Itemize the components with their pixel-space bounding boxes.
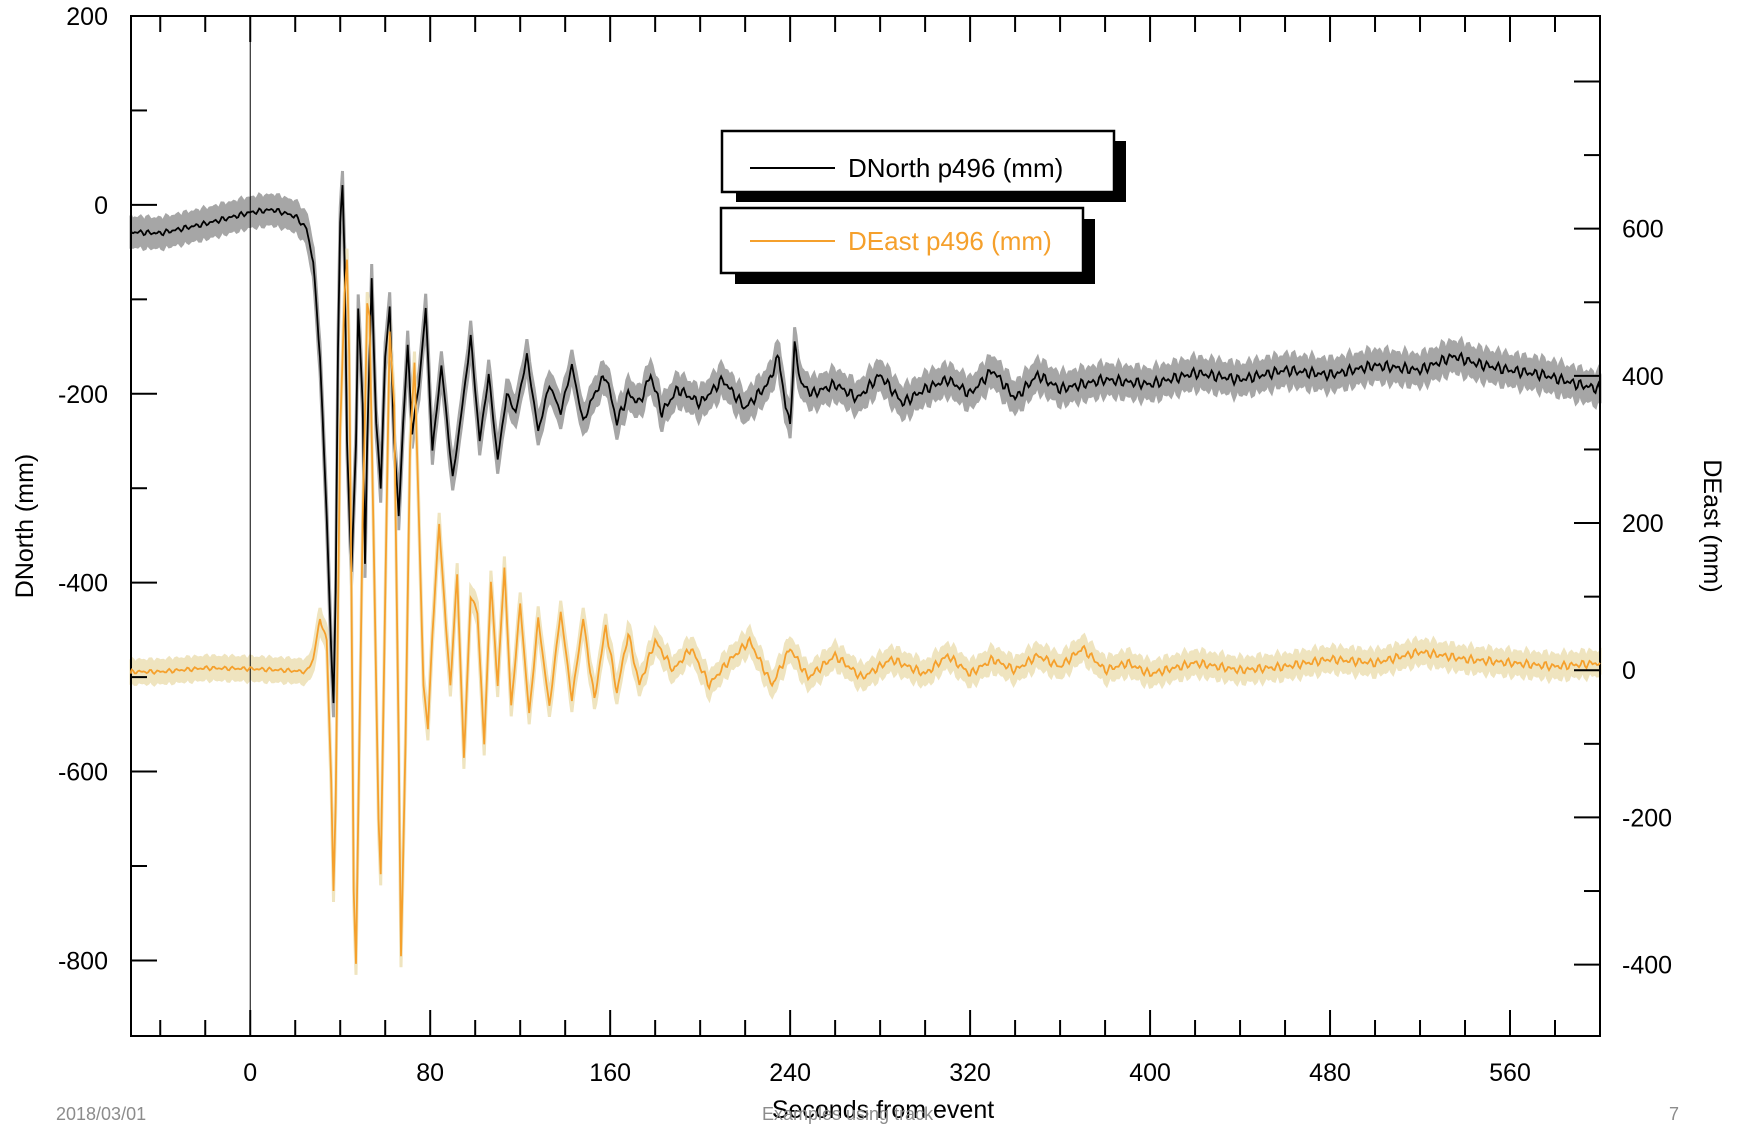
x-tick-label: 80 [416,1059,444,1087]
y-left-tick-label: -400 [58,570,108,598]
footer-center: Examples using track [762,1104,934,1124]
plot-border [130,15,1601,1037]
legend-dnorth: DNorth p496 (mm) [720,129,1126,202]
plot-frame [130,15,1601,1037]
legend-dnorth-label: DNorth p496 (mm) [848,153,1063,183]
y-left-tick-label: -600 [58,759,108,787]
y-right-tick-label: 600 [1622,216,1664,244]
x-tick-label: 240 [769,1059,811,1087]
footer-date: 2018/03/01 [56,1104,147,1124]
y-right-tick-label: 0 [1622,657,1636,685]
series-line-dnorth [130,185,1601,704]
y-left-tick-label: -200 [58,381,108,409]
y-left-tick-label: -800 [58,947,108,975]
x-tick-label: 0 [243,1059,257,1087]
tick-labels: 0 80 160 240 320 400 480 560 200 0 -200 -400 -600 -80… [58,3,1672,1087]
left-axis-title: DNorth (mm) [11,454,39,598]
y-right-tick-label: 200 [1622,510,1664,538]
axis-ticks [131,15,1601,1036]
right-axis-title: DEast (mm) [1698,459,1726,592]
y-right-tick-label: -200 [1622,804,1672,832]
legend-deast: DEast p496 (mm) [719,206,1095,284]
y-right-tick-label: -400 [1622,952,1672,980]
x-tick-label: 480 [1309,1059,1351,1087]
footer-page-number: 7 [1669,1104,1680,1124]
y-left-tick-label: 0 [94,192,108,220]
x-tick-label: 400 [1129,1059,1171,1087]
x-tick-label: 560 [1489,1059,1531,1087]
series-line-deast [130,259,1601,964]
y-left-tick-label: 200 [66,3,108,31]
series-lines [130,185,1601,964]
x-tick-label: 160 [589,1059,631,1087]
y-right-tick-label: 400 [1622,363,1664,391]
x-axis-title: Seconds from event [772,1096,994,1124]
legend-deast-label: DEast p496 (mm) [848,226,1052,256]
x-tick-label: 320 [949,1059,991,1087]
